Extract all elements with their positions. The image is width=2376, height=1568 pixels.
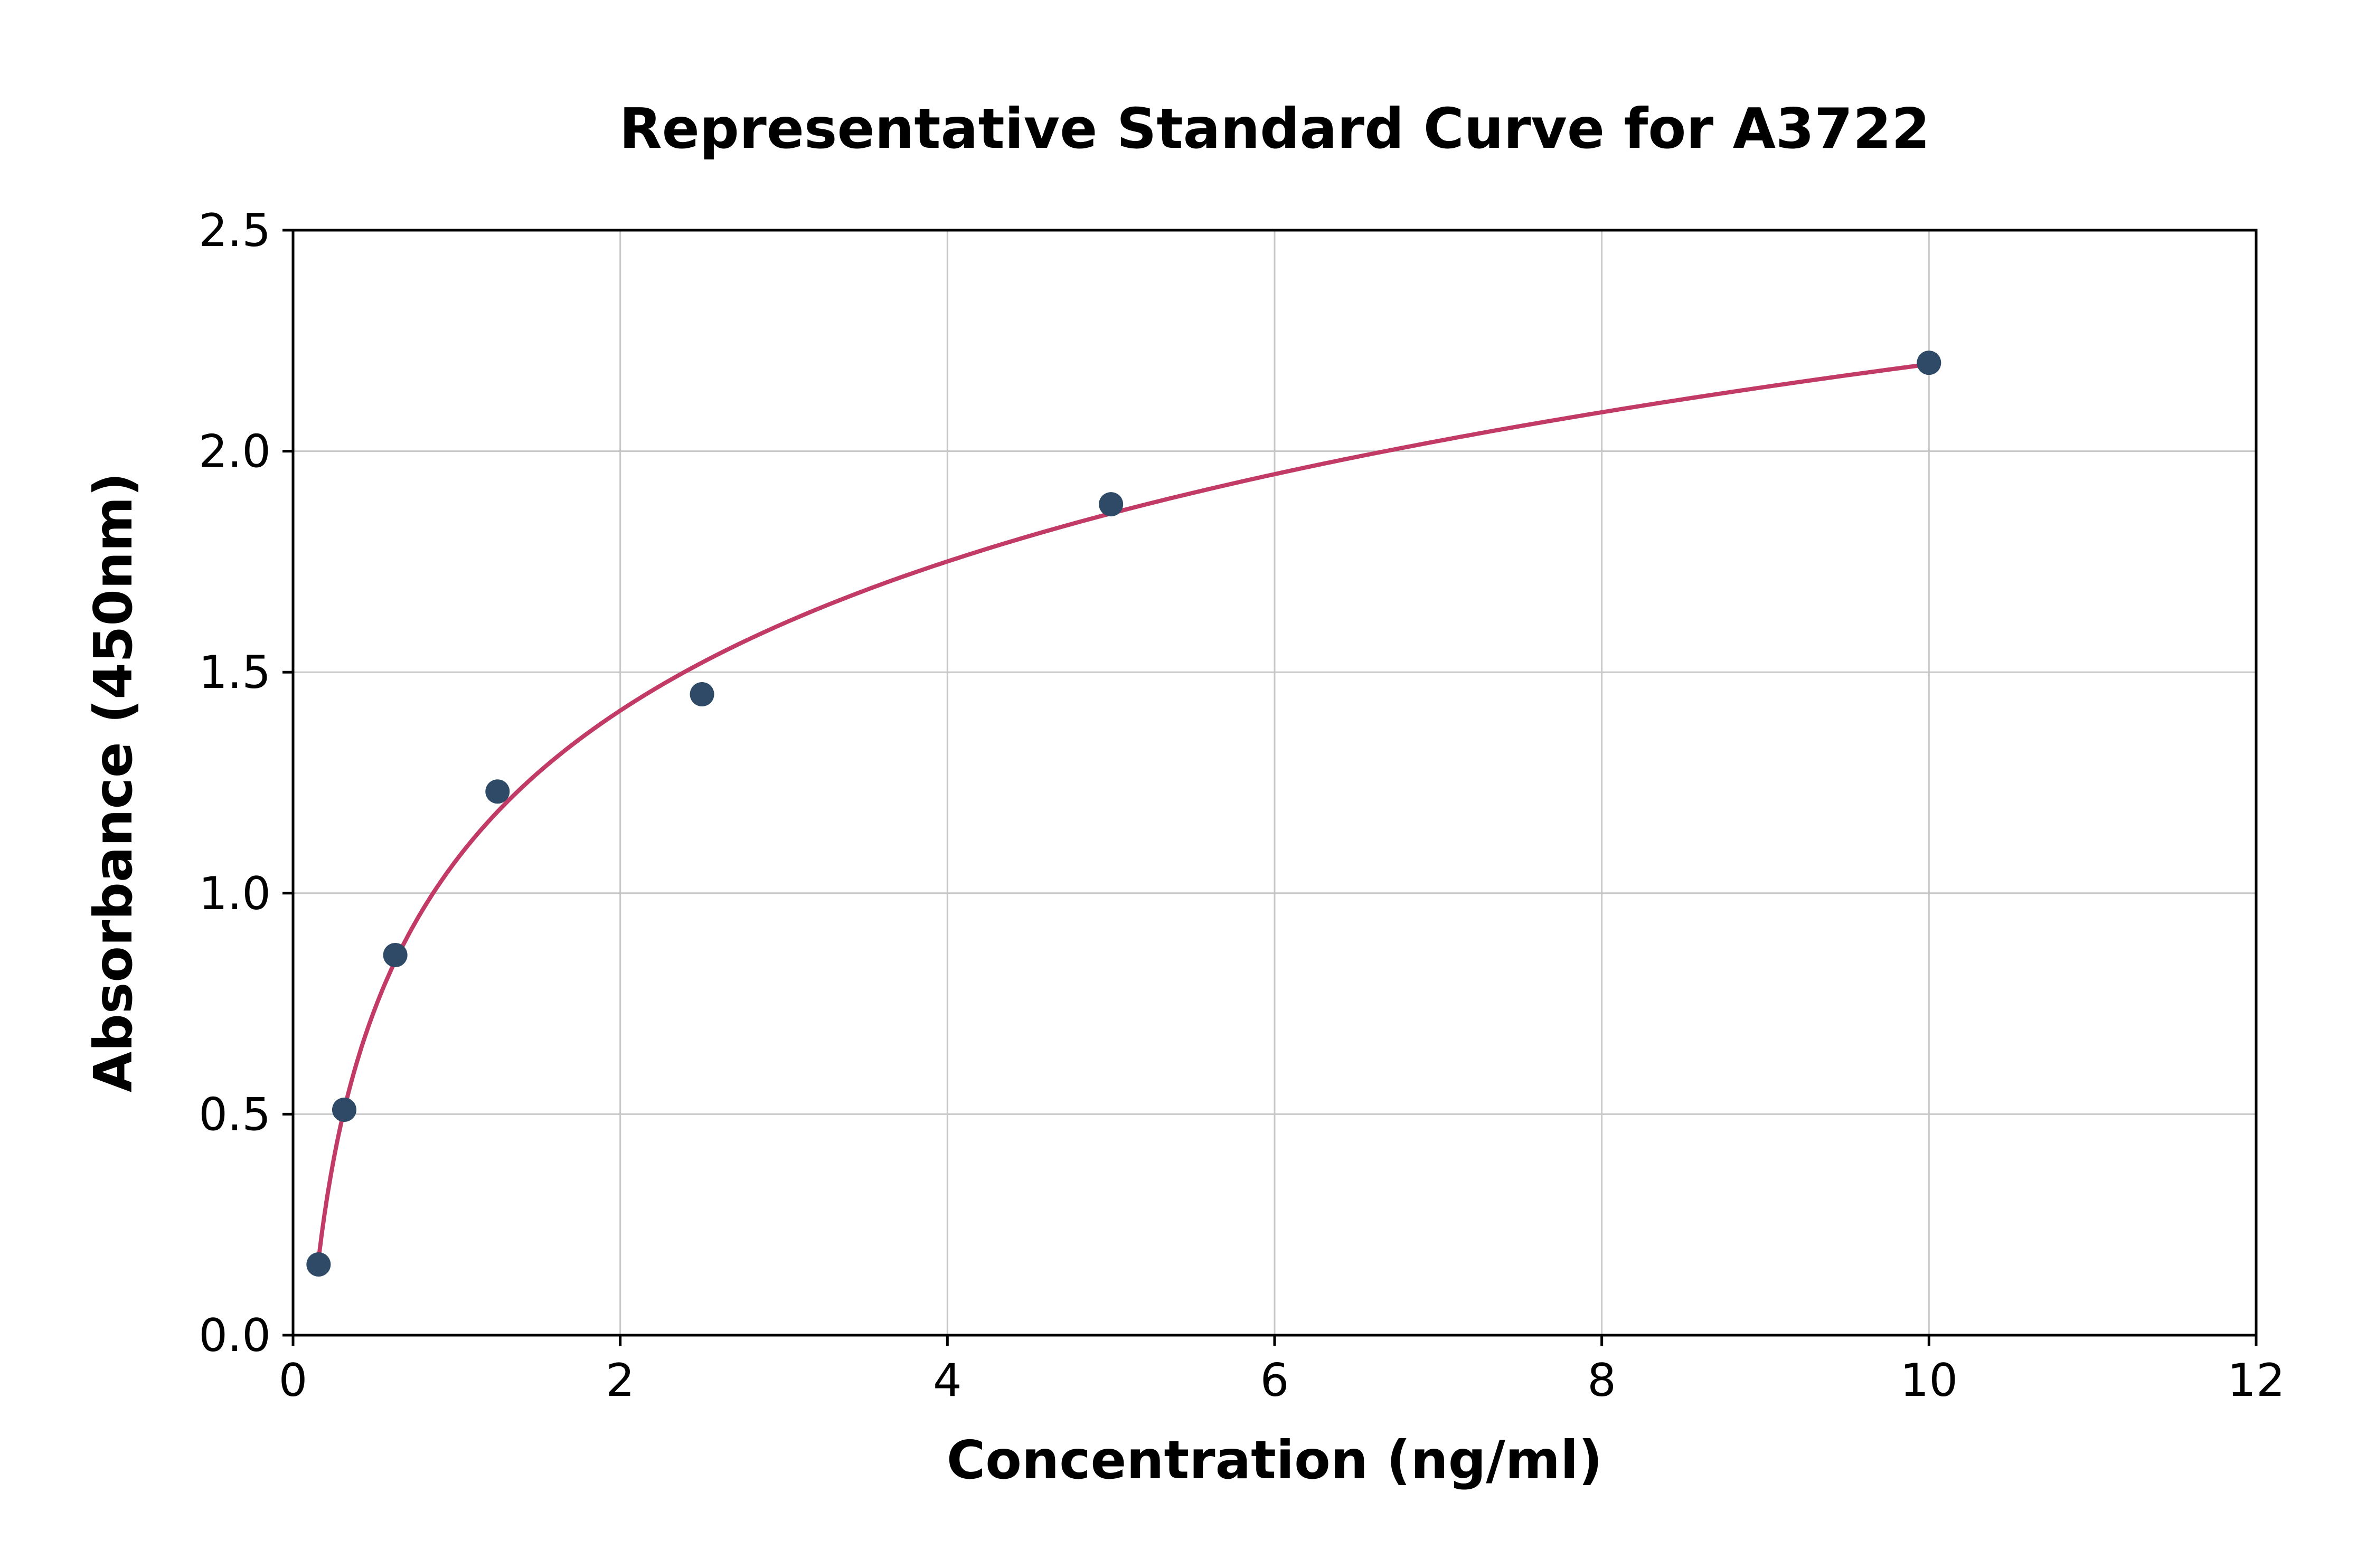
x-tick-label: 4 bbox=[933, 1354, 962, 1407]
y-tick-label: 2.0 bbox=[199, 426, 271, 478]
data-point bbox=[306, 1252, 331, 1277]
x-tick-label: 2 bbox=[606, 1354, 635, 1407]
data-point bbox=[1917, 351, 1941, 375]
y-axis: 0.0 0.5 1.0 1.5 2.0 2.5 bbox=[199, 204, 293, 1362]
standard-curve-line bbox=[316, 362, 1931, 1262]
data-point bbox=[332, 1098, 356, 1122]
x-tick-label: 10 bbox=[1900, 1354, 1958, 1407]
y-tick-label: 1.0 bbox=[199, 867, 271, 920]
data-point bbox=[690, 682, 714, 707]
x-axis: 0 2 4 6 8 10 12 bbox=[279, 1335, 2285, 1407]
x-axis-label: Concentration (ng/ml) bbox=[946, 1429, 1603, 1491]
chart-title: Representative Standard Curve for A3722 bbox=[619, 97, 1930, 161]
y-tick-label: 0.0 bbox=[199, 1309, 271, 1362]
x-tick-label: 12 bbox=[2227, 1354, 2285, 1407]
y-tick-label: 1.5 bbox=[199, 646, 271, 699]
data-point bbox=[1099, 492, 1124, 517]
y-tick-label: 0.5 bbox=[199, 1088, 271, 1141]
y-tick-label: 2.5 bbox=[199, 204, 271, 257]
x-tick-label: 6 bbox=[1260, 1354, 1289, 1407]
data-point bbox=[383, 943, 408, 968]
x-tick-label: 8 bbox=[1587, 1354, 1616, 1407]
y-axis-label: Absorbance (450nm) bbox=[82, 472, 144, 1093]
grid bbox=[292, 229, 2257, 1336]
standard-points bbox=[306, 351, 1941, 1277]
x-tick-label: 0 bbox=[279, 1354, 308, 1407]
data-point bbox=[485, 779, 510, 804]
